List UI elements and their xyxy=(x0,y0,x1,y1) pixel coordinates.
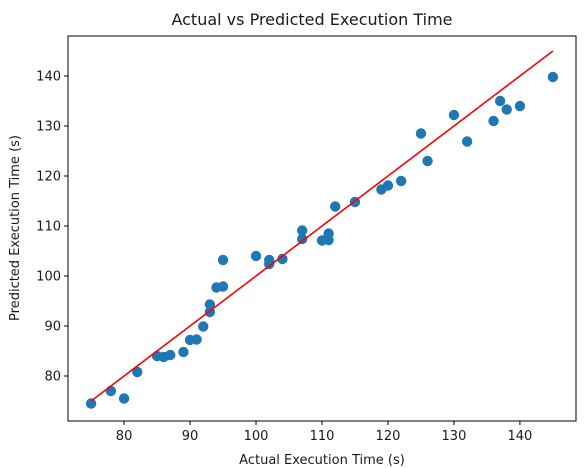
data-point-26 xyxy=(329,201,341,212)
x-tick-label: 130 xyxy=(442,429,467,444)
x-axis-label: Actual Execution Time (s) xyxy=(239,453,405,468)
data-point-1 xyxy=(85,398,97,409)
data-point-20 xyxy=(277,253,288,265)
data-point-29 xyxy=(382,180,394,191)
data-point-38 xyxy=(514,100,526,112)
data-point-31 xyxy=(415,128,427,139)
data-point-25 xyxy=(323,228,334,239)
data-point-30 xyxy=(395,175,407,187)
x-tick-label: 80 xyxy=(116,429,133,444)
x-tick-label: 110 xyxy=(310,429,335,444)
x-tick-label: 90 xyxy=(182,429,199,444)
data-point-21 xyxy=(297,233,308,245)
data-point-36 xyxy=(494,95,506,107)
plot-frame xyxy=(67,35,577,422)
y-tick-label: 90 xyxy=(44,320,61,335)
data-point-19 xyxy=(264,254,275,266)
data-point-13 xyxy=(204,299,216,310)
data-point-39 xyxy=(547,71,559,83)
data-point-15 xyxy=(217,281,229,292)
y-tick-label: 100 xyxy=(36,270,61,285)
data-point-10 xyxy=(191,334,202,345)
x-tick-label: 140 xyxy=(508,429,533,444)
data-point-4 xyxy=(132,366,143,378)
y-tick-label: 130 xyxy=(36,120,61,135)
data-point-11 xyxy=(198,321,209,332)
data-point-2 xyxy=(105,385,117,397)
data-point-32 xyxy=(422,155,433,167)
data-point-33 xyxy=(448,109,460,121)
y-tick-label: 120 xyxy=(36,170,61,185)
data-point-22 xyxy=(297,225,308,236)
y-tick-label: 140 xyxy=(36,70,61,85)
x-tick-label: 100 xyxy=(244,429,269,444)
x-tick-label: 120 xyxy=(376,429,401,444)
y-axis: 80 90 100 110 120 130 140 xyxy=(36,70,68,385)
data-point-37 xyxy=(501,104,512,115)
reference-line xyxy=(90,50,554,402)
x-axis: 80 90 100 110 120 130 140 xyxy=(116,421,533,444)
data-point-7 xyxy=(165,349,176,361)
data-point-3 xyxy=(118,393,130,404)
data-point-35 xyxy=(488,115,499,127)
data-point-8 xyxy=(178,346,189,358)
data-point-16 xyxy=(217,254,229,266)
y-tick-label: 110 xyxy=(36,220,61,235)
y-axis-label: Predicted Execution Time (s) xyxy=(8,135,23,321)
plot-area xyxy=(85,50,559,409)
data-point-17 xyxy=(250,250,262,262)
data-point-34 xyxy=(461,136,473,147)
y-tick-label: 80 xyxy=(44,370,61,385)
chart-title: Actual vs Predicted Execution Time xyxy=(171,10,452,29)
